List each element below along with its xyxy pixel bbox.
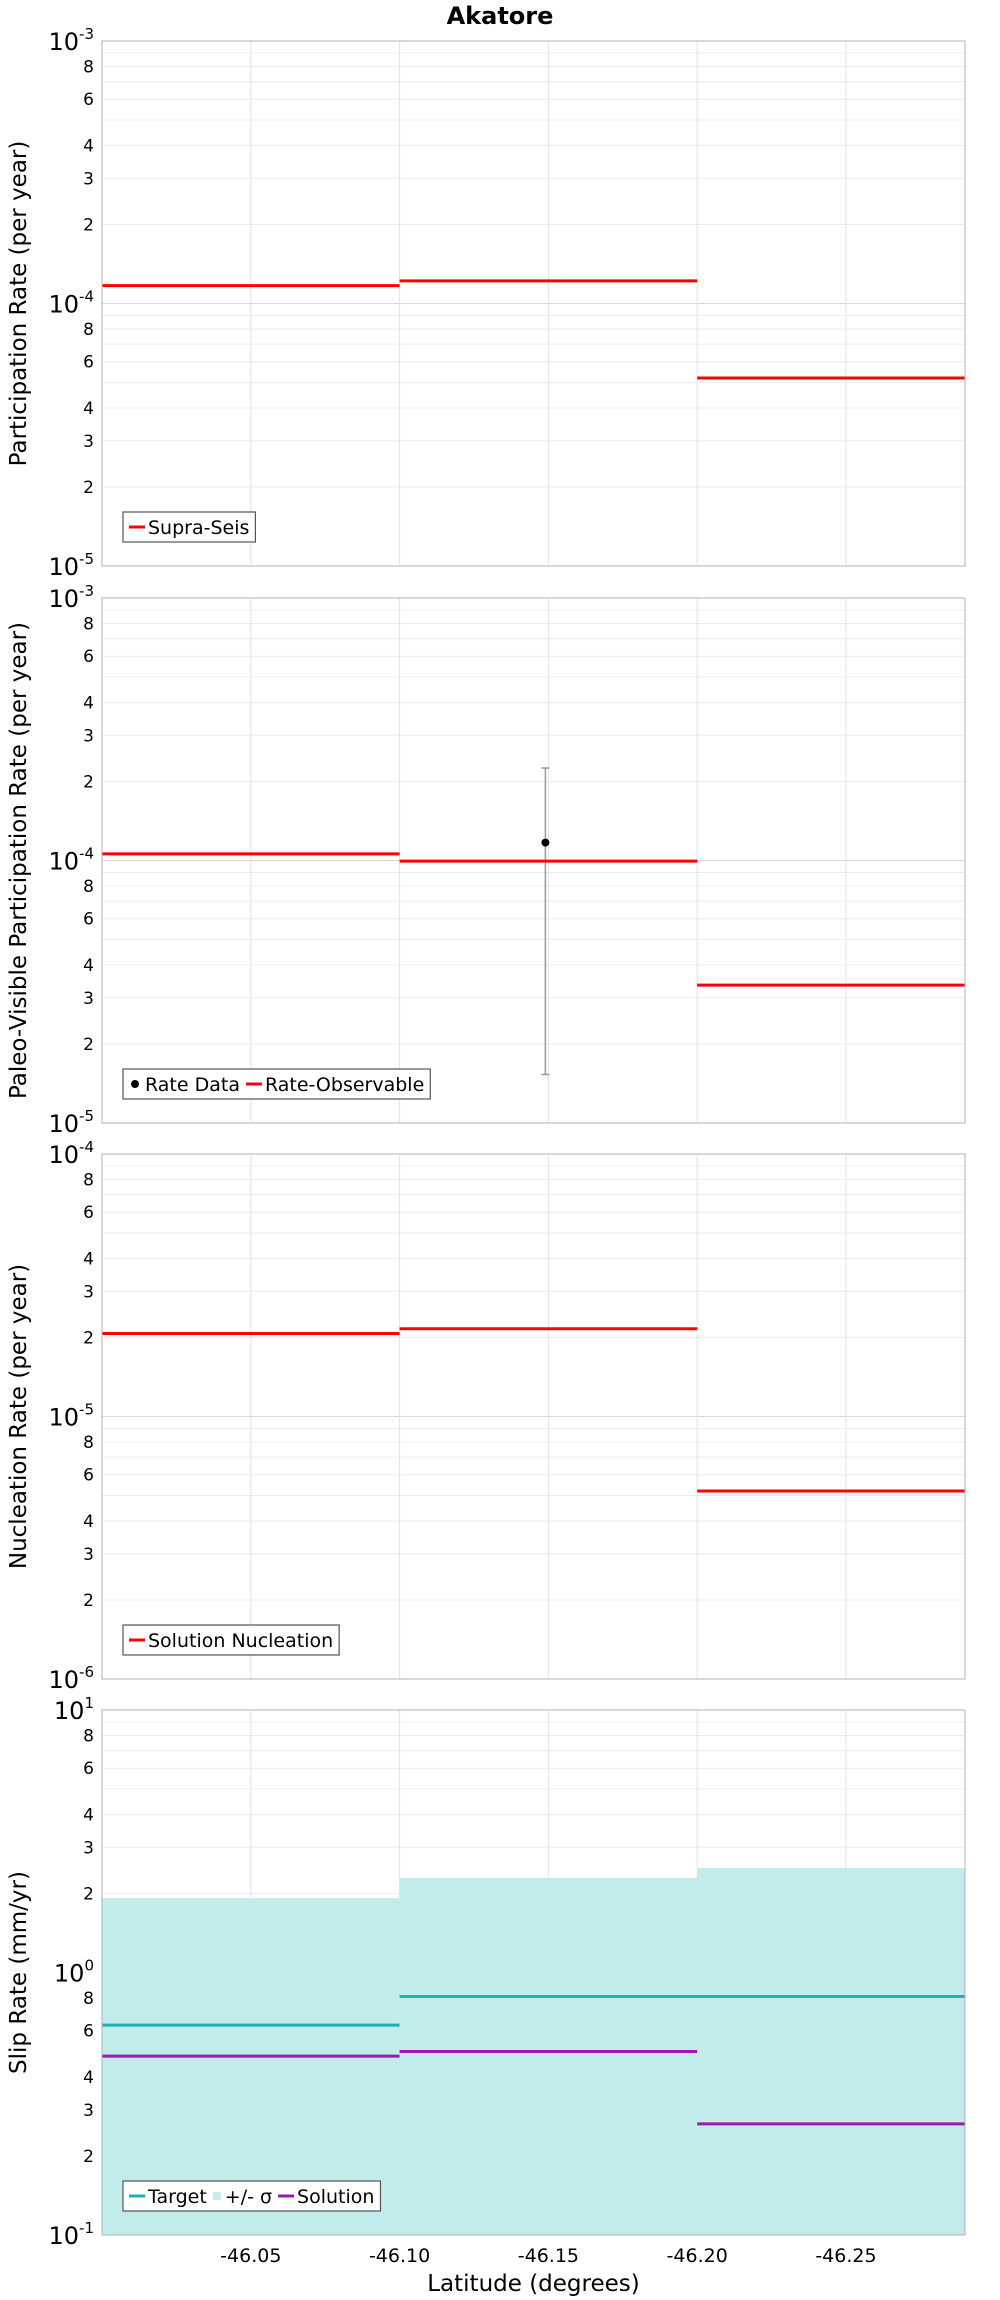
y-tick-label: 100: [54, 1957, 94, 1988]
legend-entry: +/- σ: [225, 2186, 272, 2208]
y-minor-tick-label: 6: [83, 910, 94, 930]
y-minor-tick-label: 6: [83, 647, 94, 667]
y-minor-tick-label: 4: [83, 136, 94, 156]
legend-entry: Rate Data: [145, 1074, 240, 1096]
x-tick-label: -46.10: [369, 2245, 430, 2267]
sigma-band-segment: [697, 1868, 965, 2235]
y-tick-label: 10-1: [48, 2219, 94, 2250]
plot-frame: [101, 1153, 966, 1680]
y-tick-label: 10-5: [48, 1401, 94, 1432]
y-axis-label: Nucleation Rate (per year): [6, 1264, 32, 1569]
y-tick-label: 10-4: [48, 288, 94, 319]
x-axis-label: Latitude (degrees): [427, 2271, 640, 2297]
y-minor-tick-label: 4: [83, 693, 94, 713]
y-minor-tick-label: 6: [83, 1759, 94, 1779]
y-minor-tick-label: 8: [83, 1433, 94, 1453]
legend-entry: Rate-Observable: [265, 1074, 424, 1096]
y-minor-tick-label: 2: [83, 1591, 94, 1611]
y-minor-tick-label: 2: [83, 1328, 94, 1348]
y-minor-tick-label: 8: [83, 614, 94, 634]
y-minor-tick-label: 4: [83, 956, 94, 976]
y-minor-tick-label: 3: [83, 1838, 94, 1858]
legend-entry: Supra-Seis: [148, 517, 249, 539]
rate-data-point: [541, 838, 550, 847]
y-minor-tick-label: 2: [83, 1884, 94, 1904]
y-minor-tick-label: 2: [83, 215, 94, 235]
y-minor-tick-label: 3: [83, 1282, 94, 1302]
legend: Target +/- σ Solution: [122, 2180, 382, 2212]
legend-entry: Solution: [297, 2186, 374, 2208]
y-minor-tick-label: 6: [83, 1203, 94, 1223]
y-tick-label: 101: [54, 1694, 94, 1725]
plot-frame: [101, 597, 966, 1124]
sigma-band-segment: [102, 1898, 400, 2235]
y-minor-tick-label: 6: [83, 2022, 94, 2042]
chart-title: Akatore: [447, 2, 554, 30]
legend-entry: Solution Nucleation: [148, 1630, 333, 1652]
y-tick-label: 10-3: [48, 25, 94, 56]
plot-frame: [101, 1709, 966, 2236]
panel-1: 10-5 10-4 10-3 2 3 4 6 8 2 3 4 6 8 Participation Rate…: [6, 25, 966, 581]
x-tick-label: -46.25: [815, 2245, 876, 2267]
y-tick-label: 10-3: [48, 582, 94, 613]
y-minor-tick-label: 8: [83, 320, 94, 340]
y-axis-label: Slip Rate (mm/yr): [6, 1871, 32, 2074]
legend-box: [122, 1068, 431, 1100]
legend-marker: [212, 2192, 221, 2200]
panel-4: 10-1 100 101 2 3 4 6 8 2 3 4 6 8 Slip Rate (mm/yr) Tar…: [6, 1694, 966, 2250]
y-minor-tick-label: 6: [83, 353, 94, 373]
legend-entry: Target: [147, 2186, 207, 2208]
y-minor-tick-label: 8: [83, 57, 94, 77]
y-minor-tick-label: 2: [83, 2147, 94, 2167]
y-minor-tick-label: 6: [83, 1466, 94, 1486]
y-tick-label: 10-4: [48, 845, 94, 876]
y-minor-tick-label: 3: [83, 989, 94, 1009]
y-minor-tick-label: 4: [83, 399, 94, 419]
sigma-band-segment: [399, 1878, 698, 2235]
y-minor-tick-label: 2: [83, 478, 94, 498]
legend-box: [122, 1624, 340, 1656]
y-minor-tick-label: 8: [83, 1726, 94, 1746]
x-tick-label: -46.20: [667, 2245, 728, 2267]
legend: Supra-Seis: [122, 511, 257, 543]
plot-frame: [101, 40, 966, 567]
y-axis-label: Participation Rate (per year): [6, 141, 32, 467]
y-axis-label: Paleo-Visible Participation Rate (per ye…: [6, 622, 32, 1099]
legend-box: [122, 2180, 382, 2212]
y-minor-tick-label: 8: [83, 1170, 94, 1190]
y-minor-tick-label: 4: [83, 1512, 94, 1532]
y-minor-tick-label: 3: [83, 432, 94, 452]
y-minor-tick-label: 8: [83, 1989, 94, 2009]
y-tick-label: 10-5: [48, 550, 94, 581]
y-minor-tick-label: 6: [83, 90, 94, 110]
y-minor-tick-label: 2: [83, 1035, 94, 1055]
x-tick-label: -46.15: [518, 2245, 579, 2267]
y-minor-tick-label: 4: [83, 1805, 94, 1825]
y-tick-label: 10-4: [48, 1138, 94, 1169]
y-minor-tick-label: 3: [83, 2101, 94, 2121]
panel-2: 10-5 10-4 10-3 2 3 4 6 8 2 3 4 6 8 Paleo-Visible Part…: [6, 582, 966, 1138]
y-minor-tick-label: 4: [83, 2068, 94, 2088]
y-minor-tick-label: 2: [83, 772, 94, 792]
legend-box: [122, 511, 257, 543]
y-minor-tick-label: 3: [83, 726, 94, 746]
y-minor-tick-label: 3: [83, 169, 94, 189]
y-minor-tick-label: 3: [83, 1545, 94, 1565]
legend: Solution Nucleation: [122, 1624, 340, 1656]
panel-3: 10-6 10-5 10-4 2 3 4 6 8 2 3 4 6 8 Nucleation Rate (p…: [6, 1138, 966, 1694]
legend-marker: [131, 1080, 139, 1088]
y-minor-tick-label: 4: [83, 1249, 94, 1269]
x-tick-label: -46.05: [220, 2245, 281, 2267]
y-tick-label: 10-6: [48, 1663, 94, 1694]
y-minor-tick-label: 8: [83, 877, 94, 897]
legend: Rate Data Rate-Observable: [122, 1068, 431, 1100]
y-tick-label: 10-5: [48, 1107, 94, 1138]
